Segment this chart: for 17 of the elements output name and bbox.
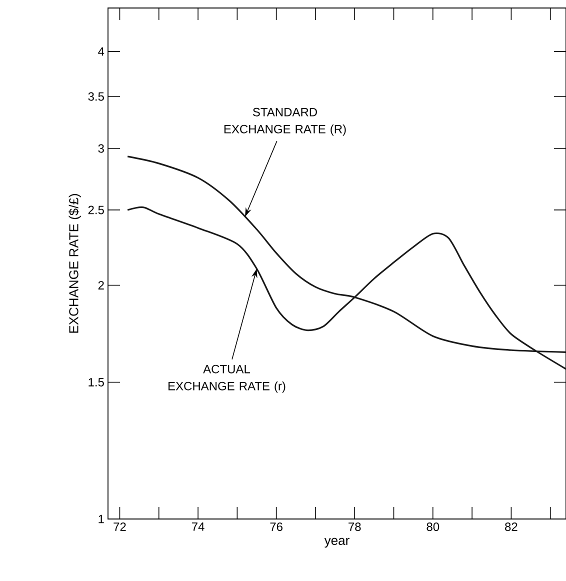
annotation: ACTUAL EXCHANGE RATE (r) [168, 364, 286, 393]
x-tick-label: 80 [426, 522, 440, 532]
y-tick-label: 1 [98, 514, 104, 524]
x-tick-label: 76 [270, 522, 282, 532]
y-tick-label: 4 [98, 47, 104, 56]
x-tick-label: 72 [114, 522, 126, 531]
y-tick-label: 3.5 [88, 92, 104, 101]
annotation: STANDARD EXCHANGE RATE (R) [224, 108, 346, 136]
y-tick-label: 3 [98, 144, 104, 153]
x-tick-label: 82 [505, 522, 518, 532]
y-tick-label: 2 [98, 281, 104, 290]
x-tick-label: 78 [348, 522, 361, 532]
y-tick-label: 2.5 [88, 206, 104, 214]
y-axis-title: EXCHANGE RATE ($/£) [68, 194, 81, 333]
x-axis-title: year [324, 538, 350, 548]
x-tick-label: 74 [192, 522, 204, 531]
y-tick-label: 1.5 [88, 378, 104, 386]
